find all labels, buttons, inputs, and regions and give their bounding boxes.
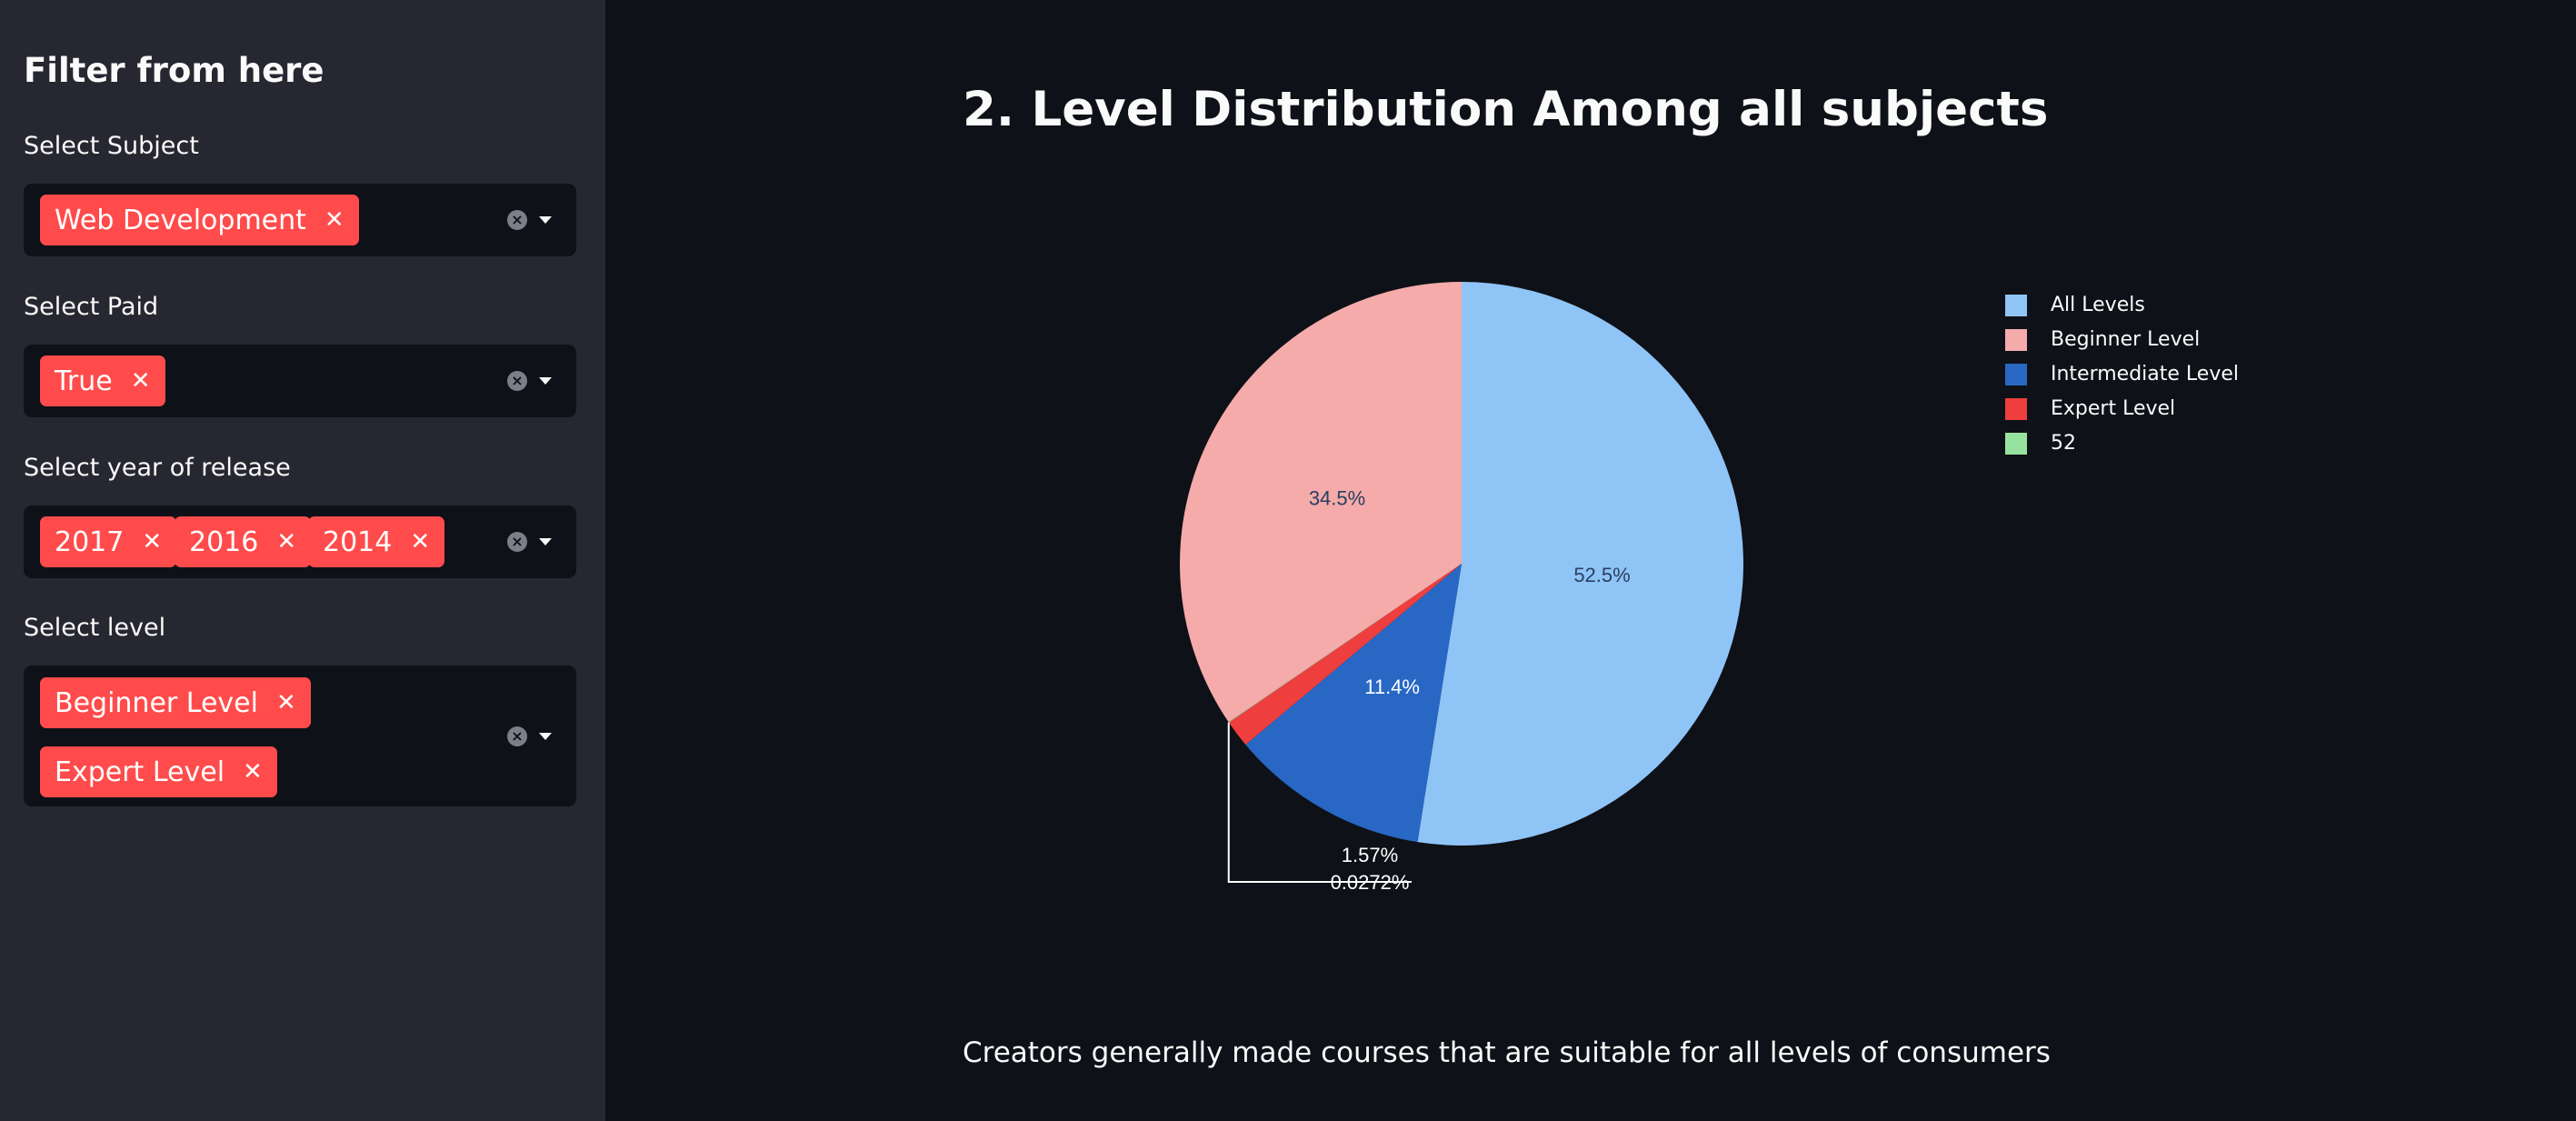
level-multiselect[interactable]: Beginner Level ✕ Expert Level ✕ × [24,666,576,806]
pie-slice-beginner-level[interactable] [1180,282,1462,723]
level-tag: Expert Level ✕ [40,746,277,797]
legend-swatch [2005,294,2027,316]
subject-multiselect[interactable]: Web Development ✕ × [24,184,576,256]
legend-swatch [2005,397,2027,420]
subject-filter-label: Select Subject [24,132,199,160]
clear-circle-icon[interactable]: × [507,726,527,746]
pie-label-52: 0.0272% [1331,871,1410,894]
close-icon[interactable]: ✕ [130,367,151,395]
pie-label-all-levels: 52.5% [1573,564,1630,586]
sidebar-title: Filter from here [24,51,324,90]
year-tag: 2017 ✕ [40,516,177,567]
tag-label: 2016 [189,525,259,558]
year-multiselect[interactable]: 2017 ✕ 2016 ✕ 2014 ✕ × [24,505,576,578]
pie-label-expert-level: 1.57% [1342,844,1398,866]
pie-slice-intermediate-level[interactable] [1245,564,1462,843]
legend-item-expert-level[interactable]: Expert Level [2005,397,2175,420]
close-icon[interactable]: ✕ [243,758,263,786]
clear-circle-icon[interactable]: × [507,532,527,552]
pie-slice-52[interactable] [1228,564,1462,723]
legend-label: 52 [2051,432,2076,455]
sidebar: Filter from here Select Subject Web Deve… [0,0,605,1121]
tag-label: Web Development [55,204,306,236]
legend-item-52[interactable]: 52 [2005,432,2076,455]
level-tag: Beginner Level ✕ [40,677,311,728]
close-icon[interactable]: ✕ [276,528,297,555]
level-filter-label: Select level [24,614,166,642]
legend-label: Beginner Level [2051,328,2201,351]
pie-label-intermediate-level: 11.4% [1364,676,1420,698]
legend-swatch [2005,328,2027,351]
close-icon[interactable]: ✕ [324,206,344,234]
legend-swatch [2005,363,2027,385]
page-title: 2. Level Distribution Among all subjects [963,82,2049,137]
tag-label: True [55,365,113,397]
year-tag: 2014 ✕ [308,516,445,567]
pie-label-beginner-level: 34.5% [1309,486,1365,509]
close-icon[interactable]: ✕ [275,689,296,716]
legend-item-beginner-level[interactable]: Beginner Level [2005,328,2200,351]
tag-label: 2017 [55,525,125,558]
tag-label: 2014 [323,525,393,558]
close-icon[interactable]: ✕ [142,528,163,555]
legend-swatch [2005,432,2027,455]
legend-label: Intermediate Level [2051,363,2240,385]
legend-label: All Levels [2051,294,2145,316]
chart-caption: Creators generally made courses that are… [963,1036,2051,1069]
close-icon[interactable]: ✕ [410,528,431,555]
pie-slice-all-levels[interactable] [1417,282,1744,846]
paid-filter-label: Select Paid [24,293,159,321]
legend-item-intermediate-level[interactable]: Intermediate Level [2005,363,2239,385]
paid-tag: True ✕ [40,355,165,406]
clear-circle-icon[interactable]: × [507,371,527,391]
pie-leader-line [1227,722,1412,883]
clear-circle-icon[interactable]: × [507,210,527,230]
tag-label: Expert Level [55,756,225,788]
caret-down-icon[interactable] [539,538,552,545]
paid-multiselect[interactable]: True ✕ × [24,345,576,417]
year-tag: 2016 ✕ [175,516,312,567]
caret-down-icon[interactable] [539,733,552,740]
tag-label: Beginner Level [55,686,258,719]
caret-down-icon[interactable] [539,377,552,385]
subject-tag: Web Development ✕ [40,195,359,245]
legend-item-all-levels[interactable]: All Levels [2005,294,2145,316]
caret-down-icon[interactable] [539,216,552,224]
legend-label: Expert Level [2051,397,2176,420]
pie-slice-expert-level[interactable] [1228,564,1462,746]
year-filter-label: Select year of release [24,454,291,482]
